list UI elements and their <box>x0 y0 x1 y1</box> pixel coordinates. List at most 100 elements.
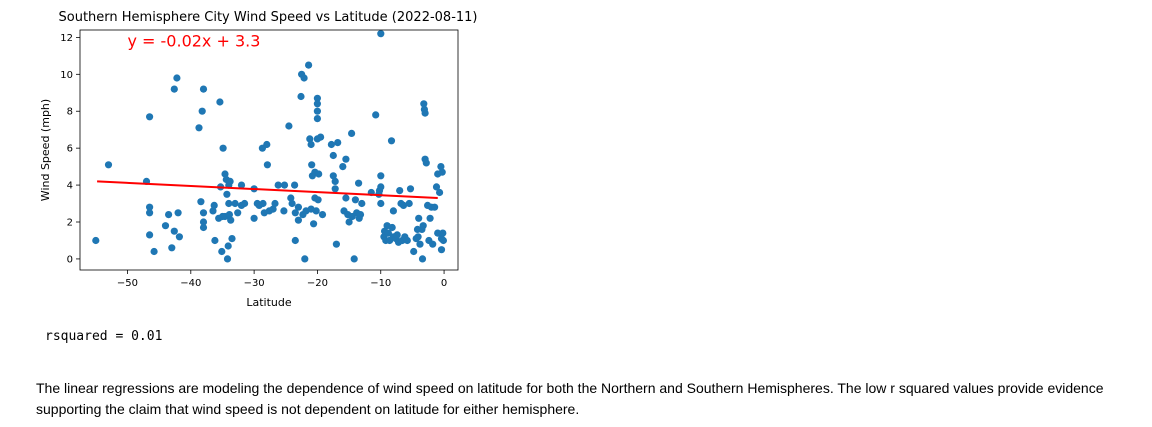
data-point-0 <box>92 236 100 245</box>
data-point-6 <box>146 231 154 239</box>
chart-annotation: y = -0.02x + 3.3 <box>127 32 260 51</box>
data-point-104 <box>339 163 347 171</box>
data-point-59 <box>269 205 277 213</box>
data-point-11 <box>170 227 178 235</box>
data-point-110 <box>348 129 356 137</box>
y-tick-label: 2 <box>67 218 73 229</box>
data-point-70 <box>294 203 302 211</box>
data-point-36 <box>223 255 232 263</box>
data-point-62 <box>280 207 288 215</box>
data-point-57 <box>263 161 271 169</box>
data-point-21 <box>199 218 208 226</box>
regression-line <box>97 180 438 199</box>
data-point-19 <box>199 85 208 93</box>
data-point-112 <box>350 255 358 263</box>
data-point-126 <box>377 172 385 180</box>
data-point-69 <box>291 236 299 245</box>
data-point-135 <box>389 207 397 215</box>
data-point-37 <box>224 242 232 250</box>
data-point-170 <box>434 229 442 237</box>
data-point-56 <box>263 140 271 149</box>
data-point-65 <box>287 194 295 202</box>
data-point-98 <box>329 151 337 160</box>
data-point-25 <box>211 236 219 245</box>
data-point-23 <box>209 207 217 215</box>
data-point-134 <box>388 223 396 232</box>
data-point-49 <box>250 214 258 222</box>
data-point-89 <box>313 100 321 108</box>
rsquared-value: 0.01 <box>131 329 163 344</box>
data-point-16 <box>195 124 203 132</box>
rsquared-label: rsquared <box>45 329 108 344</box>
data-point-76 <box>301 255 309 263</box>
y-tick-label: 10 <box>60 70 73 81</box>
data-point-79 <box>306 135 314 143</box>
x-axis-ticks: −50 −40 −30 −20 −10 0 <box>117 270 447 289</box>
data-point-157 <box>420 100 428 108</box>
data-point-47 <box>237 181 246 189</box>
data-point-72 <box>297 92 305 101</box>
data-point-10 <box>168 244 176 252</box>
y-tick-label: 12 <box>60 33 73 44</box>
data-point-14 <box>174 209 182 217</box>
data-point-31 <box>219 144 227 152</box>
data-point-1 <box>104 161 113 169</box>
data-point-63 <box>280 181 289 189</box>
data-point-24 <box>210 201 218 209</box>
data-point-22 <box>199 223 208 232</box>
data-point-20 <box>199 209 208 217</box>
data-point-99 <box>329 172 337 180</box>
data-point-54 <box>259 199 267 208</box>
data-point-106 <box>342 155 350 163</box>
data-point-61 <box>274 181 282 189</box>
data-point-101 <box>331 185 339 193</box>
data-point-45 <box>234 209 242 217</box>
data-point-84 <box>310 220 318 228</box>
data-point-42 <box>227 216 235 224</box>
data-point-102 <box>332 240 340 248</box>
data-point-9 <box>165 211 173 219</box>
data-point-107 <box>342 194 350 202</box>
data-point-113 <box>351 196 359 204</box>
data-point-88 <box>313 94 321 102</box>
data-point-75 <box>300 74 308 82</box>
data-point-145 <box>403 236 411 245</box>
data-point-103 <box>334 139 342 147</box>
chart-title: Southern Hemisphere City Wind Speed vs L… <box>59 10 478 25</box>
data-point-167 <box>431 203 439 211</box>
data-point-96 <box>318 211 327 219</box>
data-point-44 <box>231 199 239 208</box>
data-point-117 <box>356 211 365 219</box>
y-axis-ticks: 0 2 4 6 8 10 12 <box>60 33 80 265</box>
data-point-35 <box>223 190 231 198</box>
x-tick-label: −30 <box>244 278 265 289</box>
scatter-chart: Southern Hemisphere City Wind Speed vs L… <box>39 10 478 309</box>
data-point-143 <box>399 201 408 209</box>
data-point-41 <box>226 177 234 185</box>
data-point-125 <box>377 183 385 191</box>
x-tick-label: −10 <box>370 278 391 289</box>
data-point-161 <box>422 159 430 167</box>
data-point-82 <box>308 161 316 169</box>
data-point-8 <box>161 222 170 230</box>
data-point-60 <box>271 199 279 208</box>
data-point-175 <box>439 229 447 237</box>
data-point-176 <box>439 236 447 245</box>
data-points <box>92 30 447 263</box>
data-point-146 <box>405 199 413 208</box>
cell-output: rsquared = 0.01 <box>45 329 162 344</box>
data-point-48 <box>241 199 249 208</box>
y-tick-label: 4 <box>67 181 73 192</box>
data-point-66 <box>288 199 296 208</box>
data-point-151 <box>414 233 422 241</box>
data-point-148 <box>410 247 418 256</box>
data-point-67 <box>291 181 299 189</box>
data-point-171 <box>436 188 444 197</box>
data-point-3 <box>146 113 154 121</box>
data-point-115 <box>355 179 363 187</box>
regression-line-group <box>97 180 438 199</box>
data-point-138 <box>393 231 401 239</box>
data-point-124 <box>377 199 385 208</box>
y-tick-label: 8 <box>67 107 73 118</box>
data-point-120 <box>372 111 380 119</box>
